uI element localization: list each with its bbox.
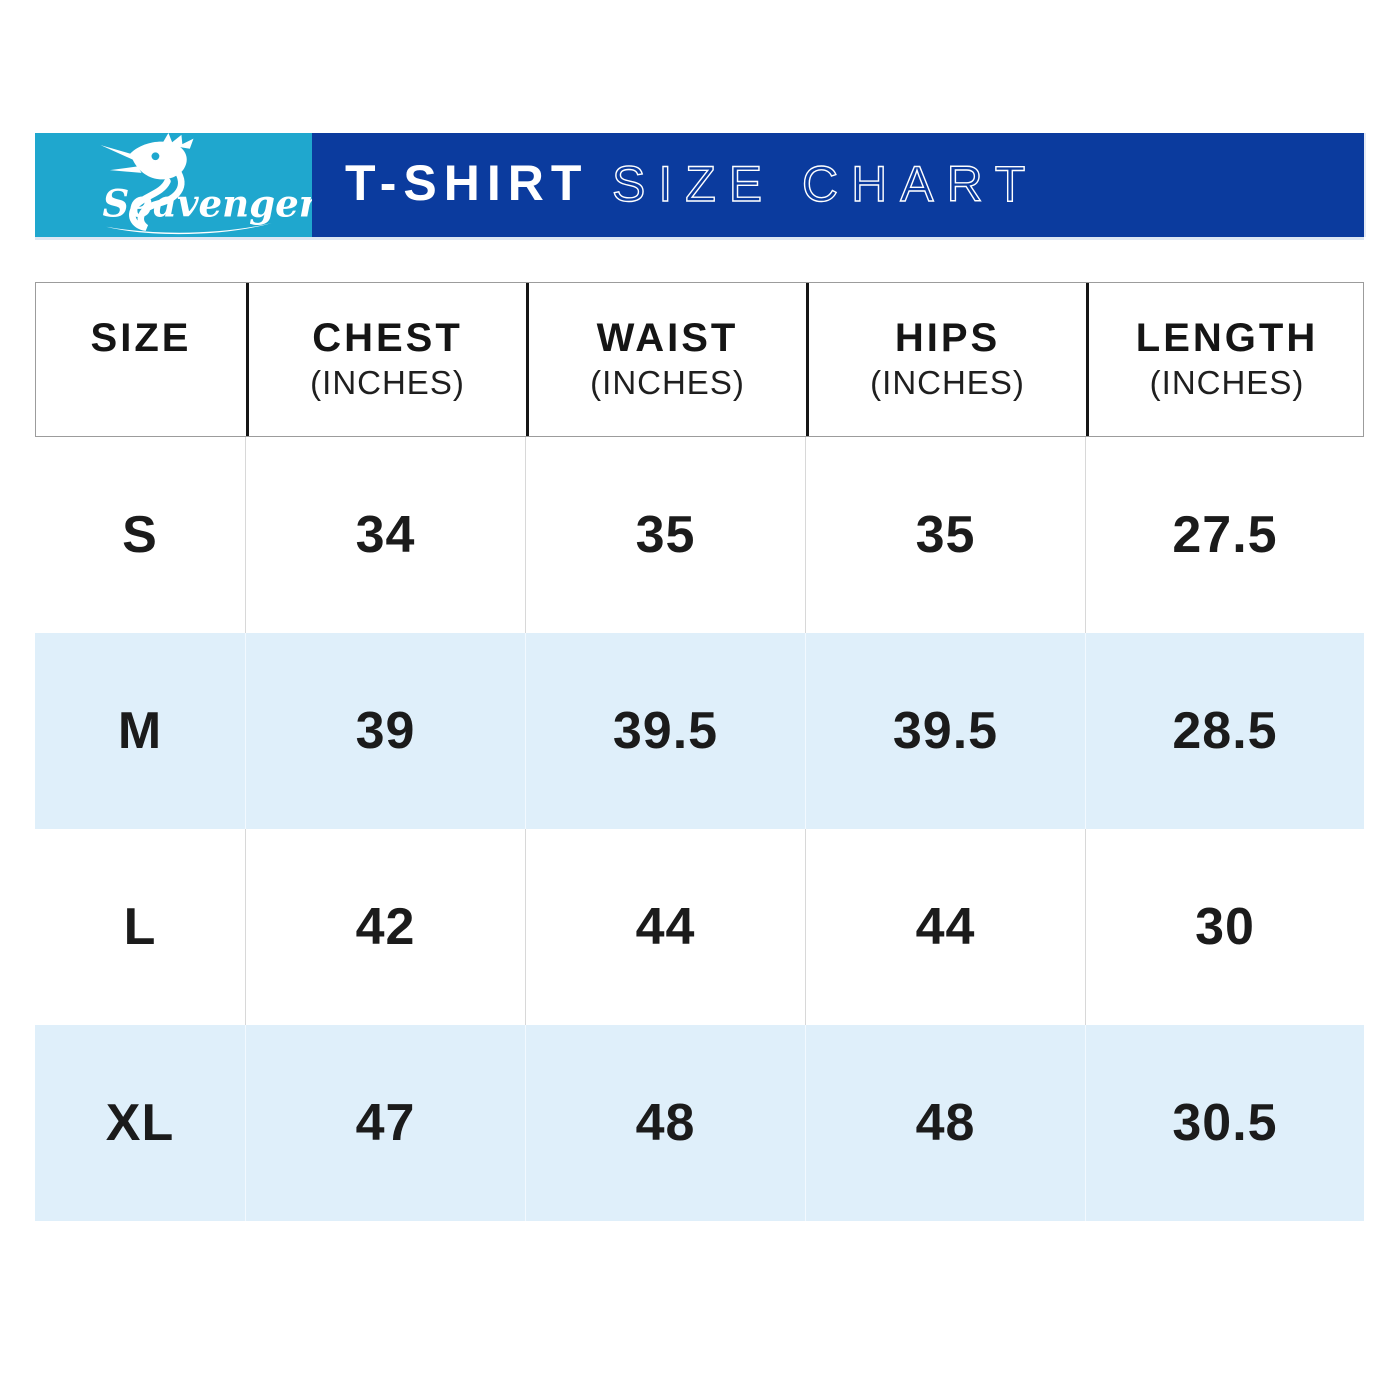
column-header-label: CHEST [312,316,463,360]
hips-cell: 44 [805,829,1085,1025]
column-header-sub: (INCHES) [1149,364,1305,401]
size-table: SIZE CHEST (INCHES) WAIST (INCHES) HIPS … [35,282,1364,1221]
table-row-xl: XL 47 48 48 30.5 [35,1025,1364,1221]
chest-cell: 34 [245,437,525,633]
waist-cell: 48 [525,1025,805,1221]
column-header-waist: WAIST (INCHES) [526,283,806,436]
column-header-label: WAIST [596,316,739,360]
column-header-size: SIZE [36,283,246,436]
column-header-hips: HIPS (INCHES) [806,283,1086,436]
waist-cell: 35 [525,437,805,633]
hips-cell: 48 [805,1025,1085,1221]
size-cell: S [122,506,158,564]
waist-cell: 39.5 [525,633,805,829]
chest-cell: 42 [245,829,525,1025]
column-header-label: LENGTH [1135,316,1319,360]
title-light: SIZE CHART [612,155,1038,212]
column-header-length: LENGTH (INCHES) [1086,283,1365,436]
length-cell: 30.5 [1085,1025,1364,1221]
seavenger-logo: Seavenger [100,133,320,235]
chest-cell: 47 [245,1025,525,1221]
waist-cell: 44 [525,829,805,1025]
table-row-m: M 39 39.5 39.5 28.5 [35,633,1364,829]
column-header-label: SIZE [90,316,192,360]
brand-block: Seavenger [35,133,320,237]
hips-cell: 35 [805,437,1085,633]
length-cell: 30 [1085,829,1364,1025]
table-row-l: L 42 44 44 30 [35,829,1364,1025]
column-header-label: HIPS [894,316,1001,360]
hips-cell: 39.5 [805,633,1085,829]
header-bar: Seavenger T-SHIRT SIZE CHART [35,133,1364,237]
length-cell: 27.5 [1085,437,1364,633]
size-cell: M [117,702,163,760]
size-cell: XL [105,1094,175,1152]
title-block: T-SHIRT SIZE CHART [312,133,1364,237]
column-header-sub: (INCHES) [590,364,745,401]
chest-cell: 39 [245,633,525,829]
table-row-s: S 34 35 35 27.5 [35,437,1364,633]
title-light-text: SIZE CHART [612,156,1038,212]
column-header-sub: (INCHES) [310,364,465,401]
table-header-row: SIZE CHEST (INCHES) WAIST (INCHES) HIPS … [35,282,1364,437]
brand-wordmark: Seavenger [102,182,320,226]
title-bold: T-SHIRT [345,155,589,211]
column-header-chest: CHEST (INCHES) [246,283,526,436]
length-cell: 28.5 [1085,633,1364,829]
size-cell: L [123,898,157,956]
column-header-sub: (INCHES) [870,364,1025,401]
